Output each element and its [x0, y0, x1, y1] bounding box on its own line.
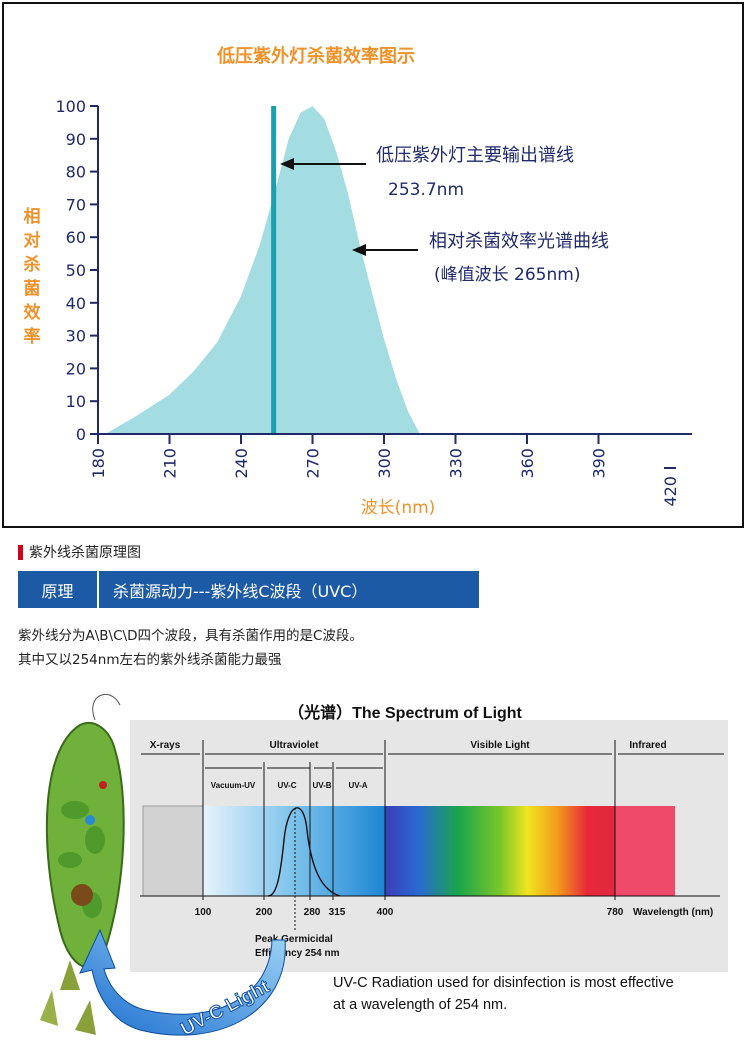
- wavelength-axis-label: Wavelength (nm): [633, 907, 713, 918]
- annotation-2-line-2: (峰值波长 265nm): [434, 265, 580, 285]
- peak-label-2: Efficiency 254 nm: [255, 948, 340, 959]
- spectrum-title: （光谱）The Spectrum of Light: [288, 703, 522, 722]
- x-tick-label: 390: [590, 448, 609, 479]
- y-axis-label-char: 率: [24, 326, 41, 347]
- caption-line-2: at a wavelength of 254 nm.: [333, 997, 508, 1013]
- x-tick-label: 360: [518, 448, 537, 479]
- tick-400: 400: [377, 907, 394, 918]
- band-uvb: UV-B: [312, 781, 331, 790]
- y-tick-label: 90: [66, 130, 86, 149]
- germicidal-efficiency-chart: 低压紫外灯杀菌效率图示 相对杀菌效率 0 10 20 30 40 50 60 70 80 90 10…: [2, 2, 744, 528]
- y-tick-label: 10: [66, 392, 86, 411]
- x-tick-label: 420: [661, 476, 680, 507]
- visible-segment: [385, 806, 615, 896]
- caption-line-1: UV-C Radiation used for disinfection is …: [333, 975, 674, 991]
- spectrum-caption: UV-C Radiation used for disinfection is …: [333, 972, 674, 1016]
- annotations: 低压紫外灯主要输出谱线 253.7nm 相对杀菌效率光谱曲线 (峰值波长 265nm): [280, 145, 609, 285]
- principle-bar: 原理 杀菌源动力---紫外线C波段（UVC）: [18, 571, 479, 608]
- germicidal-curve: [267, 807, 341, 897]
- principle-value: 杀菌源动力---紫外线C波段（UVC）: [113, 581, 368, 601]
- y-axis-label-char: 相: [24, 206, 41, 227]
- ticks: 0 10 20 30 40 50 60 70 80 90 100 180 210 240 270 300 330…: [55, 97, 680, 507]
- region-ultraviolet: Ultraviolet: [270, 740, 320, 751]
- chart-title: 低压紫外灯杀菌效率图示: [216, 45, 415, 67]
- band-uva: UV-A: [348, 781, 367, 790]
- xray-segment: [142, 805, 204, 897]
- x-tick-label: 300: [375, 448, 394, 479]
- x-tick-label: 180: [89, 448, 108, 479]
- y-tick-label: 80: [66, 163, 86, 182]
- heading-marker: [18, 544, 23, 560]
- x-tick-label: 270: [304, 448, 323, 479]
- description: 紫外线分为A\B\C\D四个波段，具有杀菌作用的是C波段。 其中又以254nm左…: [18, 624, 363, 672]
- y-axis-label: 相对杀菌效率: [24, 206, 41, 347]
- band-uvc: UV-C: [277, 781, 296, 790]
- x-tick-label: 330: [447, 448, 466, 479]
- annotation-1-line-1: 低压紫外灯主要输出谱线: [376, 145, 574, 166]
- description-line-2: 其中又以254nm左右的紫外线杀菌能力最强: [18, 652, 282, 668]
- y-axis-label-char: 对: [24, 230, 41, 251]
- y-tick-label: 40: [66, 294, 86, 313]
- y-axis-label-char: 效: [24, 302, 41, 323]
- region-xrays: X-rays: [150, 740, 181, 751]
- x-tick-label: 240: [232, 448, 251, 479]
- section-title-text: 紫外线杀菌原理图: [29, 545, 141, 561]
- annotation-2-arrowhead: [352, 244, 366, 256]
- uvc-light-arrow: [79, 928, 286, 1036]
- description-line-1: 紫外线分为A\B\C\D四个波段，具有杀菌作用的是C波段。: [18, 628, 363, 644]
- y-tick-label: 20: [66, 359, 86, 378]
- chart-svg: 低压紫外灯杀菌效率图示 相对杀菌效率 0 10 20 30 40 50 60 70 80 90 10…: [24, 45, 692, 518]
- annotation-2-line-1: 相对杀菌效率光谱曲线: [429, 231, 609, 252]
- spectrum-illustration: （光谱）The Spectrum of Light X-rays Ultravi…: [40, 693, 728, 1041]
- tick-100: 100: [195, 907, 212, 918]
- annotation-1-line-2: 253.7nm: [388, 180, 464, 200]
- x-axis-label: 波长(nm): [361, 498, 436, 518]
- tick-780: 780: [607, 907, 624, 918]
- region-infrared: Infrared: [629, 740, 666, 751]
- efficiency-curve: [105, 106, 420, 434]
- y-tick-label: 100: [55, 97, 86, 116]
- tick-280: 280: [304, 907, 321, 918]
- band-vacuum-uv: Vacuum-UV: [211, 781, 256, 790]
- y-tick-label: 70: [66, 195, 86, 214]
- y-tick-label: 0: [76, 425, 86, 444]
- tick-200: 200: [256, 907, 273, 918]
- principle-key: 原理: [18, 571, 99, 608]
- region-visible: Visible Light: [470, 740, 530, 751]
- peak-label-1: Peak Germicidal: [255, 934, 333, 945]
- y-tick-label: 50: [66, 261, 86, 280]
- y-tick-label: 30: [66, 327, 86, 346]
- y-axis-label-char: 菌: [24, 279, 41, 299]
- section-heading: 紫外线杀菌原理图: [18, 542, 141, 562]
- microbe-illustration: [40, 693, 125, 1035]
- infrared-segment: [615, 806, 675, 896]
- efficiency-area: [105, 106, 420, 434]
- y-tick-label: 60: [66, 228, 86, 247]
- x-tick-label: 210: [161, 448, 180, 479]
- uv-segment: [203, 806, 385, 896]
- annotation-1-arrowhead: [280, 158, 294, 170]
- tick-315: 315: [329, 907, 346, 918]
- y-axis-label-char: 杀: [24, 254, 41, 275]
